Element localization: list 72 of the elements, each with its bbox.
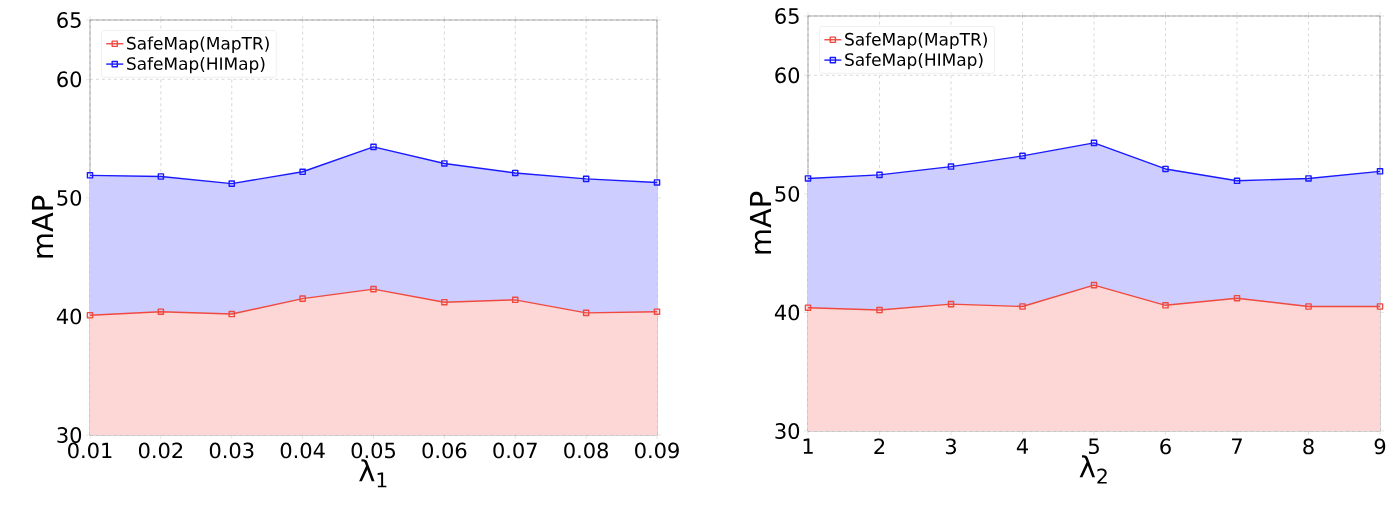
point <box>804 175 812 182</box>
y-axis-title: mAP <box>31 195 54 258</box>
point <box>1305 303 1312 310</box>
x-tick-label: 0.03 <box>209 442 254 459</box>
point <box>947 163 955 170</box>
point <box>653 179 661 186</box>
legend-label: SafeMap(HIMap) <box>127 56 265 74</box>
x-tick-label: 1 <box>803 438 813 454</box>
point <box>299 168 306 176</box>
y-tick-label: 65 <box>57 12 81 28</box>
point <box>876 306 883 314</box>
point <box>157 308 165 315</box>
x-axis-title: λ$_{1}$ <box>359 459 387 488</box>
point <box>947 300 955 308</box>
y-tick-label: 50 <box>57 189 82 206</box>
point <box>299 295 306 302</box>
x-tick-label: 0.09 <box>635 442 679 459</box>
x-tick-label: 0.06 <box>422 442 467 459</box>
y-tick-label: 40 <box>56 308 82 325</box>
point <box>1376 168 1384 175</box>
x-tick-label: 0.05 <box>351 442 395 459</box>
point <box>441 298 448 306</box>
point <box>1162 165 1169 173</box>
point <box>1376 303 1384 310</box>
x-tick-label: 9 <box>1374 438 1386 455</box>
legend-label: SafeMap(MapTR) <box>127 36 269 53</box>
point <box>1090 281 1098 289</box>
x-tick-label: 4 <box>1016 438 1028 454</box>
point <box>653 308 661 315</box>
point <box>582 175 590 183</box>
point <box>228 310 236 318</box>
y-tick-label: 60 <box>775 67 800 84</box>
point <box>511 296 519 304</box>
x-tick-label: 0.04 <box>280 442 325 459</box>
x-tick-label: 3 <box>945 438 956 455</box>
x-axis-title: λ$_{2}$ <box>1079 455 1107 484</box>
point <box>228 180 236 187</box>
point <box>1019 152 1026 160</box>
point <box>370 143 377 151</box>
point <box>511 169 519 177</box>
point <box>441 160 448 167</box>
y-tick-label: 30 <box>57 427 82 443</box>
x-tick-label: 5 <box>1088 438 1099 455</box>
point <box>876 171 883 179</box>
y-axis-title: mAP <box>749 191 772 254</box>
point <box>1162 302 1169 309</box>
point <box>582 309 590 317</box>
point <box>370 285 377 293</box>
legend-label: SafeMap(HIMap) <box>845 52 983 70</box>
point <box>1090 139 1098 147</box>
y-tick-label: 60 <box>57 71 82 88</box>
x-tick-label: 6 <box>1160 438 1171 455</box>
point <box>1305 175 1312 182</box>
point <box>86 311 94 319</box>
point <box>1233 294 1241 302</box>
x-tick-label: 0.07 <box>493 442 537 459</box>
point <box>1019 303 1026 310</box>
x-tick-label: 8 <box>1303 438 1314 455</box>
x-tick-label: 0.08 <box>564 442 608 459</box>
point <box>86 172 94 179</box>
point <box>157 173 165 180</box>
point <box>1233 177 1241 185</box>
legend-label: SafeMap(MapTR) <box>845 32 987 49</box>
x-tick-label: 7 <box>1232 438 1242 454</box>
x-tick-label: 0.02 <box>138 442 183 459</box>
x-tick-label: 2 <box>874 438 885 455</box>
y-tick-label: 40 <box>774 304 800 321</box>
y-tick-label: 50 <box>775 185 800 202</box>
y-tick-label: 65 <box>775 8 799 24</box>
y-tick-label: 30 <box>775 423 800 439</box>
point <box>804 304 812 311</box>
x-tick-label: 0.01 <box>68 442 112 459</box>
